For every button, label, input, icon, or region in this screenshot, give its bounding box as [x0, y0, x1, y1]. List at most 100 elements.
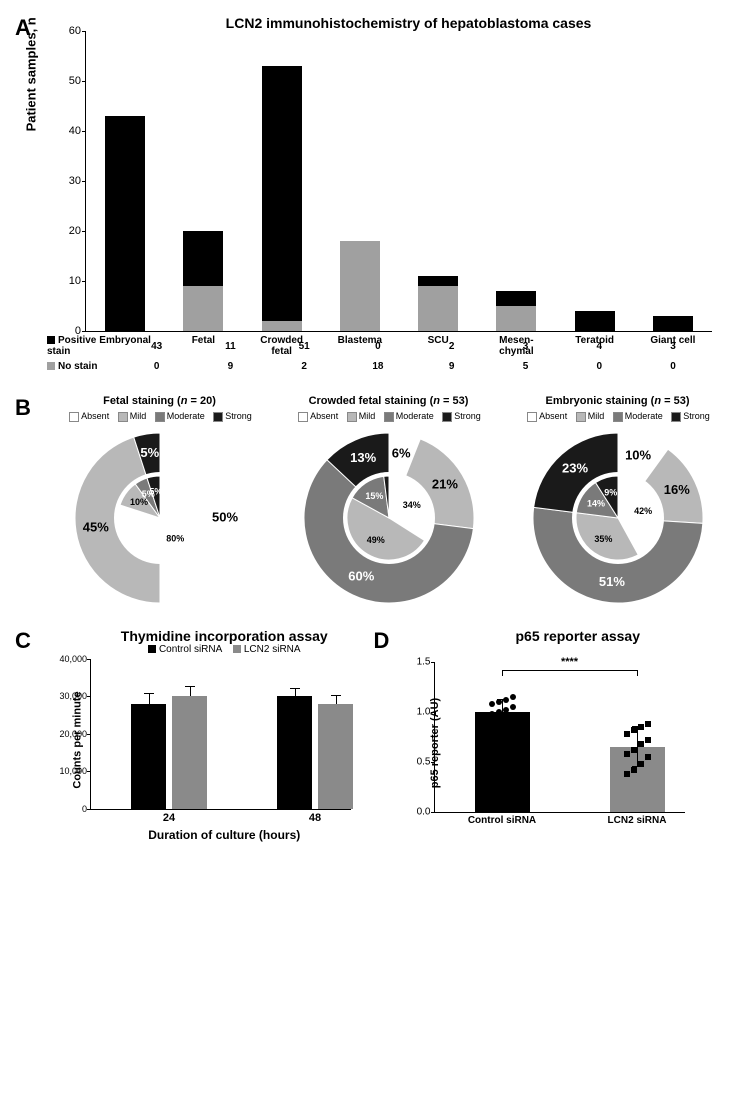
data-point: [496, 721, 502, 727]
svg-text:34%: 34%: [402, 499, 420, 509]
ytick: 30: [56, 175, 81, 187]
ytick: 20: [56, 225, 81, 237]
donut-1: Crowded fetal staining (n = 53) Absent Mi…: [279, 395, 499, 608]
panel-b: B Fetal staining (n = 20) Absent Mild Mod…: [15, 395, 732, 608]
panel-a-ylabel: Patient samples, n: [24, 17, 39, 131]
data-point: [631, 747, 637, 753]
svg-text:13%: 13%: [350, 449, 376, 464]
svg-text:21%: 21%: [431, 476, 457, 491]
category-label: Giant cell: [650, 335, 695, 346]
category-label: SCU: [428, 335, 449, 346]
ytick: 60: [56, 25, 81, 37]
bar-mesen--chymal: Mesen-chymal: [496, 291, 536, 331]
bar-blastema: Blastema: [340, 241, 380, 331]
panel-c-label: C: [15, 628, 31, 654]
panel-c-legend: Control siRNA LCN2 siRNA: [75, 644, 374, 655]
bar-fetal: Fetal: [183, 231, 223, 331]
donut-legend: Absent Mild Moderate Strong: [508, 411, 728, 422]
category-label: Teratoid: [575, 335, 614, 346]
data-point: [503, 707, 509, 713]
category-label: Mesen-chymal: [499, 335, 533, 357]
donut-0: Fetal staining (n = 20) Absent Mild Moder…: [50, 395, 270, 608]
panel-b-label: B: [15, 395, 31, 421]
panel-d-title: p65 reporter assay: [424, 628, 733, 644]
panel-d-chart: p65 reporter (AU)0.00.51.01.5Control siR…: [434, 662, 685, 813]
data-point: [645, 737, 651, 743]
ytick: 10: [56, 275, 81, 287]
data-point: [645, 754, 651, 760]
svg-text:10%: 10%: [625, 447, 651, 462]
svg-text:9%: 9%: [604, 487, 617, 497]
panel-d-label: D: [374, 628, 390, 654]
bar-crowded-fetal: Crowdedfetal: [262, 66, 302, 331]
data-point: [645, 721, 651, 727]
data-point: [638, 724, 644, 730]
svg-text:5%: 5%: [149, 486, 162, 496]
data-point: [496, 709, 502, 715]
donut-legend: Absent Mild Moderate Strong: [50, 411, 270, 422]
bar: [318, 704, 353, 809]
svg-text:16%: 16%: [663, 481, 689, 496]
bar-teratoid: Teratoid: [575, 311, 615, 331]
data-point: [510, 714, 516, 720]
ytick: 40: [56, 125, 81, 137]
bar-giant-cell: Giant cell: [653, 316, 693, 331]
donut-title: Crowded fetal staining (n = 53): [279, 395, 499, 407]
bar: [475, 712, 530, 812]
data-point: [503, 697, 509, 703]
svg-text:51%: 51%: [598, 574, 624, 589]
svg-text:35%: 35%: [594, 534, 612, 544]
data-point: [496, 699, 502, 705]
svg-text:14%: 14%: [587, 498, 605, 508]
donut-title: Embryonic staining (n = 53): [508, 395, 728, 407]
data-point: [631, 727, 637, 733]
panel-b-row: Fetal staining (n = 20) Absent Mild Moder…: [45, 395, 732, 608]
ytick: 50: [56, 75, 81, 87]
data-point: [489, 711, 495, 717]
data-point: [510, 694, 516, 700]
bar-scu: SCU: [418, 276, 458, 331]
svg-text:15%: 15%: [365, 490, 383, 500]
data-point: [489, 727, 495, 733]
data-point: [624, 731, 630, 737]
svg-text:45%: 45%: [82, 519, 108, 534]
donut-legend: Absent Mild Moderate Strong: [279, 411, 499, 422]
bar: [172, 696, 207, 809]
significance-label: ****: [561, 656, 578, 668]
panel-c-chart: Counts per minute010,00020,00030,00040,0…: [90, 659, 351, 810]
panel-c: C Thymidine incorporation assay Control …: [15, 628, 374, 842]
panel-a-title: LCN2 immunohistochemistry of hepatoblast…: [85, 15, 732, 31]
data-point: [631, 767, 637, 773]
x-label: 24: [163, 812, 175, 824]
category-label: Fetal: [192, 335, 215, 346]
svg-text:80%: 80%: [166, 533, 184, 543]
svg-text:60%: 60%: [348, 568, 374, 583]
svg-text:6%: 6%: [391, 445, 410, 460]
data-point: [503, 717, 509, 723]
data-point: [510, 704, 516, 710]
ytick: 0: [56, 325, 81, 337]
data-point: [638, 761, 644, 767]
svg-text:42%: 42%: [634, 506, 652, 516]
data-point: [638, 741, 644, 747]
donut-2: Embryonic staining (n = 53) Absent Mild M…: [508, 395, 728, 608]
panel-c-xlabel: Duration of culture (hours): [75, 828, 374, 842]
x-label: Control siRNA: [468, 815, 536, 826]
svg-text:50%: 50%: [211, 509, 237, 524]
svg-text:5%: 5%: [140, 445, 159, 460]
svg-text:49%: 49%: [366, 534, 384, 544]
x-label: LCN2 siRNA: [608, 815, 667, 826]
panel-c-title: Thymidine incorporation assay: [75, 628, 374, 644]
category-label: Crowdedfetal: [260, 335, 303, 357]
data-point: [624, 771, 630, 777]
donut-title: Fetal staining (n = 20): [50, 395, 270, 407]
category-label: Blastema: [338, 335, 382, 346]
data-point: [489, 701, 495, 707]
bar-embryonal: Embryonal: [105, 116, 145, 331]
panel-a: A LCN2 immunohistochemistry of hepatobla…: [15, 15, 732, 375]
bar: [277, 696, 312, 809]
panel-a-chart: Patient samples, n 0102030405060Embryona…: [85, 31, 712, 332]
data-point: [624, 751, 630, 757]
x-label: 48: [309, 812, 321, 824]
svg-text:23%: 23%: [561, 460, 587, 475]
